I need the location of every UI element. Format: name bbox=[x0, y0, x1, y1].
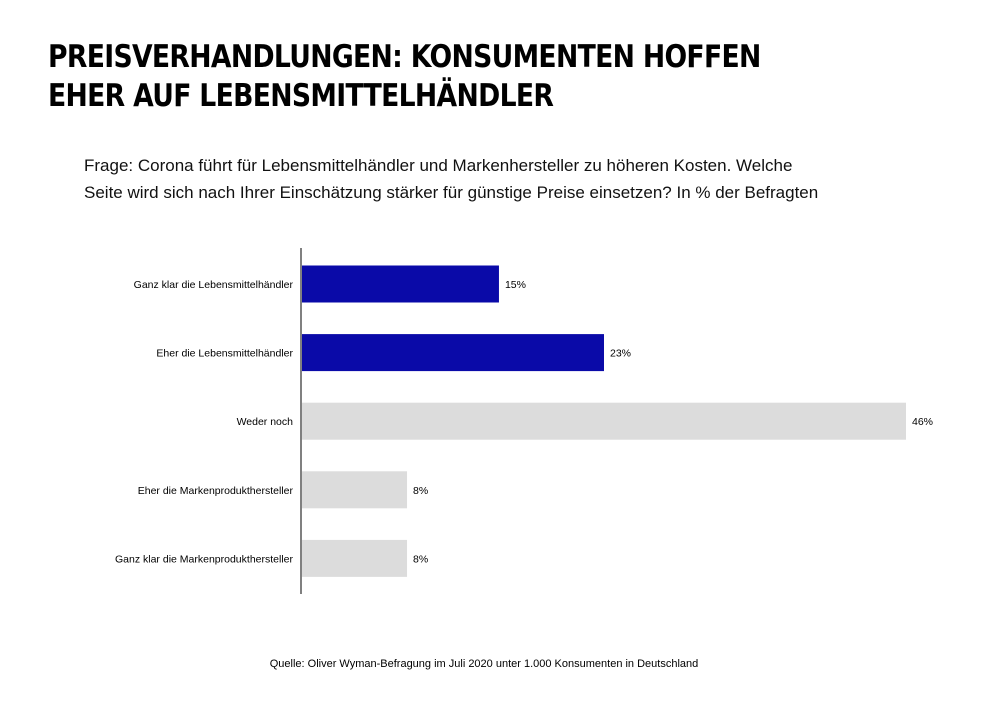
value-label: 23% bbox=[610, 348, 631, 360]
category-label: Eher die Lebensmittelhändler bbox=[156, 348, 293, 360]
bar bbox=[302, 402, 906, 440]
survey-question: Frage: Corona führt für Lebensmittelhänd… bbox=[84, 152, 944, 206]
bar bbox=[302, 539, 408, 577]
page-title: PREISVERHANDLUNGEN: KONSUMENTEN HOFFEN E… bbox=[48, 39, 761, 114]
value-label: 46% bbox=[912, 416, 933, 428]
bar bbox=[302, 265, 499, 303]
survey-question-line-2: Seite wird sich nach Ihrer Einschätzung … bbox=[84, 183, 819, 202]
value-label: 8% bbox=[413, 485, 428, 497]
category-label: Ganz klar die Lebensmittelhändler bbox=[134, 279, 294, 291]
value-label: 15% bbox=[505, 279, 526, 291]
survey-question-line-1: Frage: Corona führt für Lebensmittelhänd… bbox=[84, 156, 793, 175]
bar bbox=[302, 471, 408, 509]
category-label: Ganz klar die Markenprodukthersteller bbox=[115, 553, 294, 565]
value-label: 8% bbox=[413, 553, 428, 565]
category-label: Eher die Markenprodukthersteller bbox=[138, 485, 294, 497]
category-label: Weder noch bbox=[237, 416, 294, 428]
source-note: Quelle: Oliver Wyman-Befragung im Juli 2… bbox=[269, 658, 699, 670]
bar bbox=[302, 334, 604, 372]
